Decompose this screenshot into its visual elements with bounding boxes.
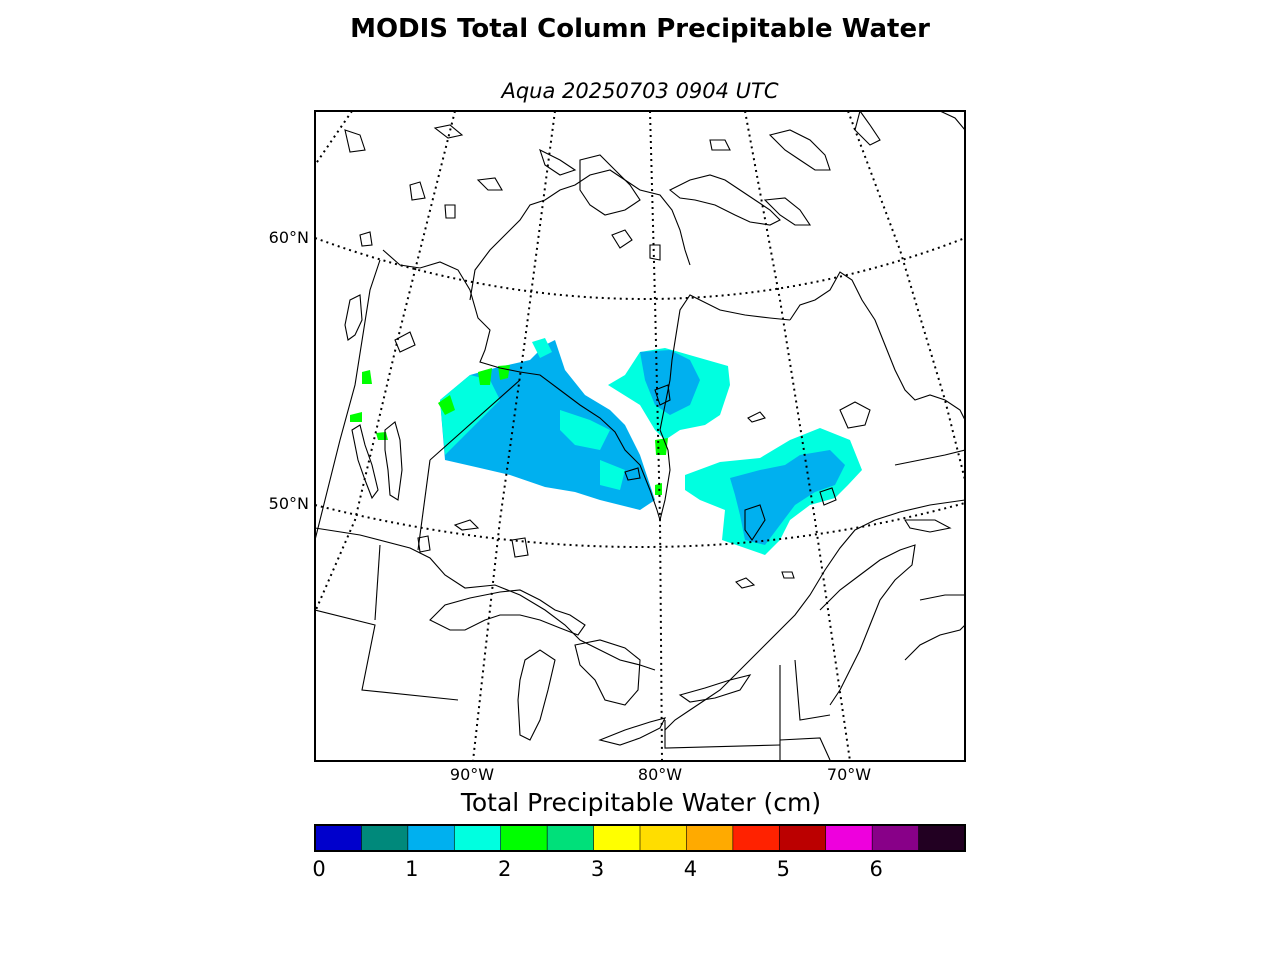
- figure-subtitle: Aqua 20250703 0904 UTC: [501, 79, 779, 103]
- colorbar-swatch: [686, 824, 734, 852]
- colorbar-tick-label: 0: [312, 857, 325, 881]
- colorbar-tick-label: 4: [684, 857, 697, 881]
- colorbar-tick-label: 1: [405, 857, 418, 881]
- colorbar-ticks: 0 1 2 3 4 5 6: [312, 857, 883, 881]
- colorbar-swatch: [778, 824, 827, 852]
- colorbar-swatch: [453, 824, 502, 852]
- colorbar-tick-label: 6: [869, 857, 882, 881]
- colorbar-swatch: [871, 824, 920, 852]
- lon-label-80w: 80°W: [638, 765, 682, 784]
- lon-label-90w: 90°W: [450, 765, 494, 784]
- latitude-line-50n: [315, 502, 965, 548]
- lat-label-60n: 60°N: [269, 228, 309, 247]
- colorbar-title: Total Precipitable Water (cm): [460, 788, 821, 817]
- colorbar-frame: [314, 824, 966, 852]
- graticule: [315, 111, 965, 761]
- colorbar-swatch: [361, 824, 409, 852]
- colorbar-swatch: [918, 824, 966, 852]
- colorbar-swatch: [500, 824, 548, 852]
- colorbar-swatch: [639, 824, 688, 852]
- longitude-line-100w: [315, 111, 353, 166]
- colorbar-swatch: [825, 824, 873, 852]
- coastlines: [315, 111, 965, 761]
- colorbar: [314, 824, 966, 852]
- colorbar-swatch: [732, 824, 781, 852]
- colorbar-swatch: [593, 824, 641, 852]
- longitude-line-70w: [744, 111, 851, 761]
- precipitable-water-swath-east: [685, 428, 862, 555]
- colorbar-tick-label: 2: [498, 857, 511, 881]
- colorbar-swatch: [407, 824, 456, 852]
- colorbar-swatch: [546, 824, 595, 852]
- colorbar-tick-label: 3: [591, 857, 604, 881]
- precipitable-water-swath-west: [350, 338, 655, 510]
- map-frame: [314, 110, 966, 762]
- longitude-line-90w: [472, 111, 556, 761]
- colorbar-swatch: [314, 824, 363, 852]
- lat-label-50n: 50°N: [269, 494, 309, 513]
- latitude-line-60n: [315, 237, 965, 300]
- lon-label-70w: 70°W: [827, 765, 871, 784]
- map-background: [315, 111, 965, 761]
- figure-title: MODIS Total Column Precipitable Water: [350, 14, 930, 44]
- colorbar-tick-label: 5: [777, 857, 790, 881]
- longitude-line-80w: [649, 111, 663, 761]
